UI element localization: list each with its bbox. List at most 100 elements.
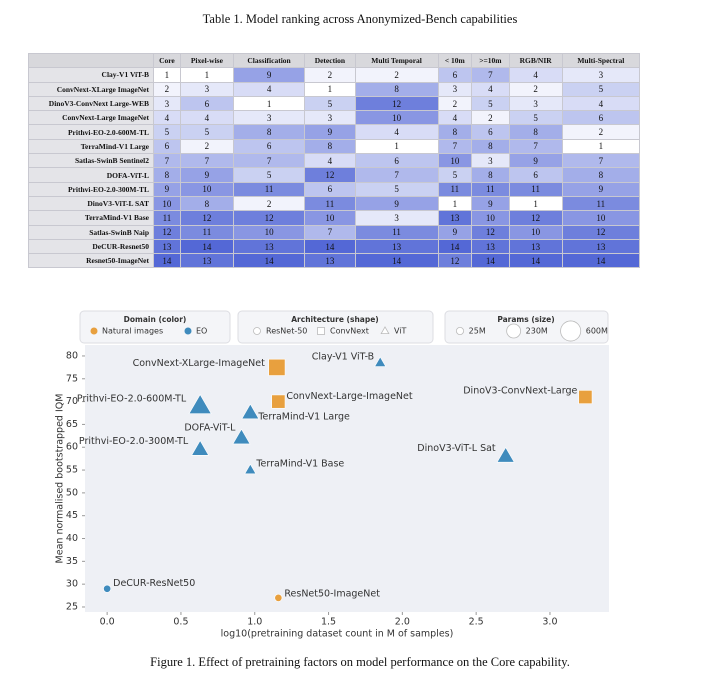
legend-label: 25M: [469, 327, 486, 336]
column-header: Pixel-wise: [179, 52, 234, 69]
table-row: Prithvi-EO-2.0-600M-TL 5 5 8 9 4 8 6 8 2: [28, 124, 641, 140]
column-header: Multi Temporal: [354, 52, 439, 69]
legend-size-marker: [506, 323, 522, 339]
rank-cell: 13: [471, 238, 510, 255]
rank-cell: 3: [354, 210, 439, 226]
table-row: ConvNext-XLarge ImageNet 2 3 4 1 8 3 4 2 5: [28, 81, 641, 97]
rank-cell: 14: [561, 253, 641, 269]
column-header: >=10m: [471, 52, 510, 69]
rank-cell: 13: [179, 253, 234, 269]
y-axis-label: Mean normalised bootstrapped IQM: [55, 394, 66, 564]
ranking-table: Core Pixel-wise Classification Detection Mul…: [28, 52, 641, 269]
rank-cell: 4: [153, 110, 181, 126]
legend-marker: [317, 327, 325, 335]
rank-cell: 7: [179, 153, 234, 169]
legend-size-marker: [455, 326, 465, 336]
rank-cell: 12: [354, 95, 439, 112]
data-point: [268, 358, 286, 376]
y-tick-label: 70: [66, 396, 78, 407]
rank-cell: 6: [304, 181, 356, 197]
rank-cell: 11: [304, 195, 356, 212]
rank-cell: 13: [232, 238, 306, 255]
row-label: ConvNext-Large ImageNet: [28, 110, 154, 126]
y-tick-label: 80: [66, 350, 78, 361]
row-label: ConvNext-XLarge ImageNet: [28, 81, 154, 97]
rank-cell: 8: [153, 167, 181, 183]
figure-caption: Figure 1. Effect of pretraining factors …: [150, 655, 570, 669]
rank-cell: 14: [437, 238, 473, 255]
rank-cell: 14: [304, 238, 356, 255]
rank-cell: 14: [471, 253, 510, 269]
column-header: Classification: [232, 52, 306, 69]
row-label: TerraMind-V1 Base: [28, 210, 154, 226]
point-label: Prithvi-EO-2.0-300M-TL: [79, 436, 189, 447]
rank-cell: 3: [471, 153, 510, 169]
rank-cell: 7: [304, 224, 356, 240]
table-row: DinoV3-ConvNext Large-WEB 3 6 1 5 12 2 5 3 4: [28, 95, 641, 112]
rank-cell: 9: [304, 124, 356, 140]
data-point: [191, 440, 210, 456]
y-tick-label: 30: [66, 579, 78, 590]
point-label: TerraMind-V1 Large: [257, 412, 350, 423]
rank-cell: 1: [561, 138, 641, 155]
legend-title: Params (size): [497, 315, 554, 324]
rank-cell: 2: [232, 195, 306, 212]
rank-cell: 9: [354, 195, 439, 212]
legend-marker: [90, 327, 98, 335]
rank-cell: 14: [232, 253, 306, 269]
data-point: [271, 394, 286, 409]
x-tick-label: 3.0: [542, 617, 557, 628]
legend-marker: [253, 327, 261, 335]
rank-cell: 7: [437, 138, 473, 155]
x-tick-label: 2.0: [395, 617, 410, 628]
legend-title: Architecture (shape): [291, 315, 378, 324]
rank-cell: 2: [304, 67, 356, 83]
rank-cell: 4: [232, 81, 306, 97]
rank-cell: 3: [508, 95, 563, 112]
point-label: DOFA-ViT-L: [184, 423, 236, 434]
column-header: < 10m: [437, 52, 473, 69]
rank-cell: 1: [354, 138, 439, 155]
rank-cell: 13: [153, 238, 181, 255]
rank-cell: 1: [153, 67, 181, 83]
row-label: Prithvi-EO-2.0-600M-TL: [28, 124, 154, 140]
rank-cell: 9: [179, 167, 234, 183]
row-label: TerraMind-V1 Large: [28, 138, 154, 155]
table-row: Satlas-SwinB Sentinel2 7 7 7 4 6 10 3 9 7: [28, 153, 641, 169]
rank-cell: 6: [561, 110, 641, 126]
column-header: Core: [153, 52, 181, 69]
rank-cell: 4: [437, 110, 473, 126]
rank-cell: 4: [179, 110, 234, 126]
rank-cell: 4: [471, 81, 510, 97]
rank-cell: 1: [179, 67, 234, 83]
table-row: DinoV3-ViT-L SAT 10 8 2 11 9 1 9 1 11: [28, 195, 641, 212]
legend-label: ViT: [394, 327, 407, 336]
rank-cell: 8: [437, 124, 473, 140]
table-row: Resnet50-ImageNet 14 13 14 13 14 12 14 14 14: [28, 253, 641, 269]
rank-cell: 4: [508, 67, 563, 83]
rank-cell: 11: [153, 210, 181, 226]
rank-cell: 9: [471, 195, 510, 212]
table-row: TerraMind-V1 Large 6 2 6 8 1 7 8 7 1: [28, 138, 641, 155]
point-label: ResNet50-ImageNet: [284, 588, 380, 599]
rank-cell: 14: [508, 253, 563, 269]
x-tick-label: 2.5: [469, 617, 484, 628]
rank-cell: 1: [508, 195, 563, 212]
rank-cell: 5: [561, 81, 641, 97]
y-tick-label: 55: [66, 465, 78, 476]
rank-cell: 13: [304, 253, 356, 269]
legend-label: EO: [196, 327, 207, 336]
rank-cell: 14: [354, 253, 439, 269]
rank-cell: 12: [561, 224, 641, 240]
rank-cell: 13: [508, 238, 563, 255]
y-tick-label: 25: [66, 601, 78, 612]
rank-cell: 3: [437, 81, 473, 97]
row-label: Clay-V1 ViT-B: [28, 67, 154, 83]
column-header: Detection: [304, 52, 356, 69]
column-header: RGB/NIR: [508, 52, 563, 69]
rank-cell: 11: [561, 195, 641, 212]
x-axis-label: log10(pretraining dataset count in M of …: [221, 629, 454, 640]
rank-cell: 10: [304, 210, 356, 226]
rank-cell: 3: [561, 67, 641, 83]
